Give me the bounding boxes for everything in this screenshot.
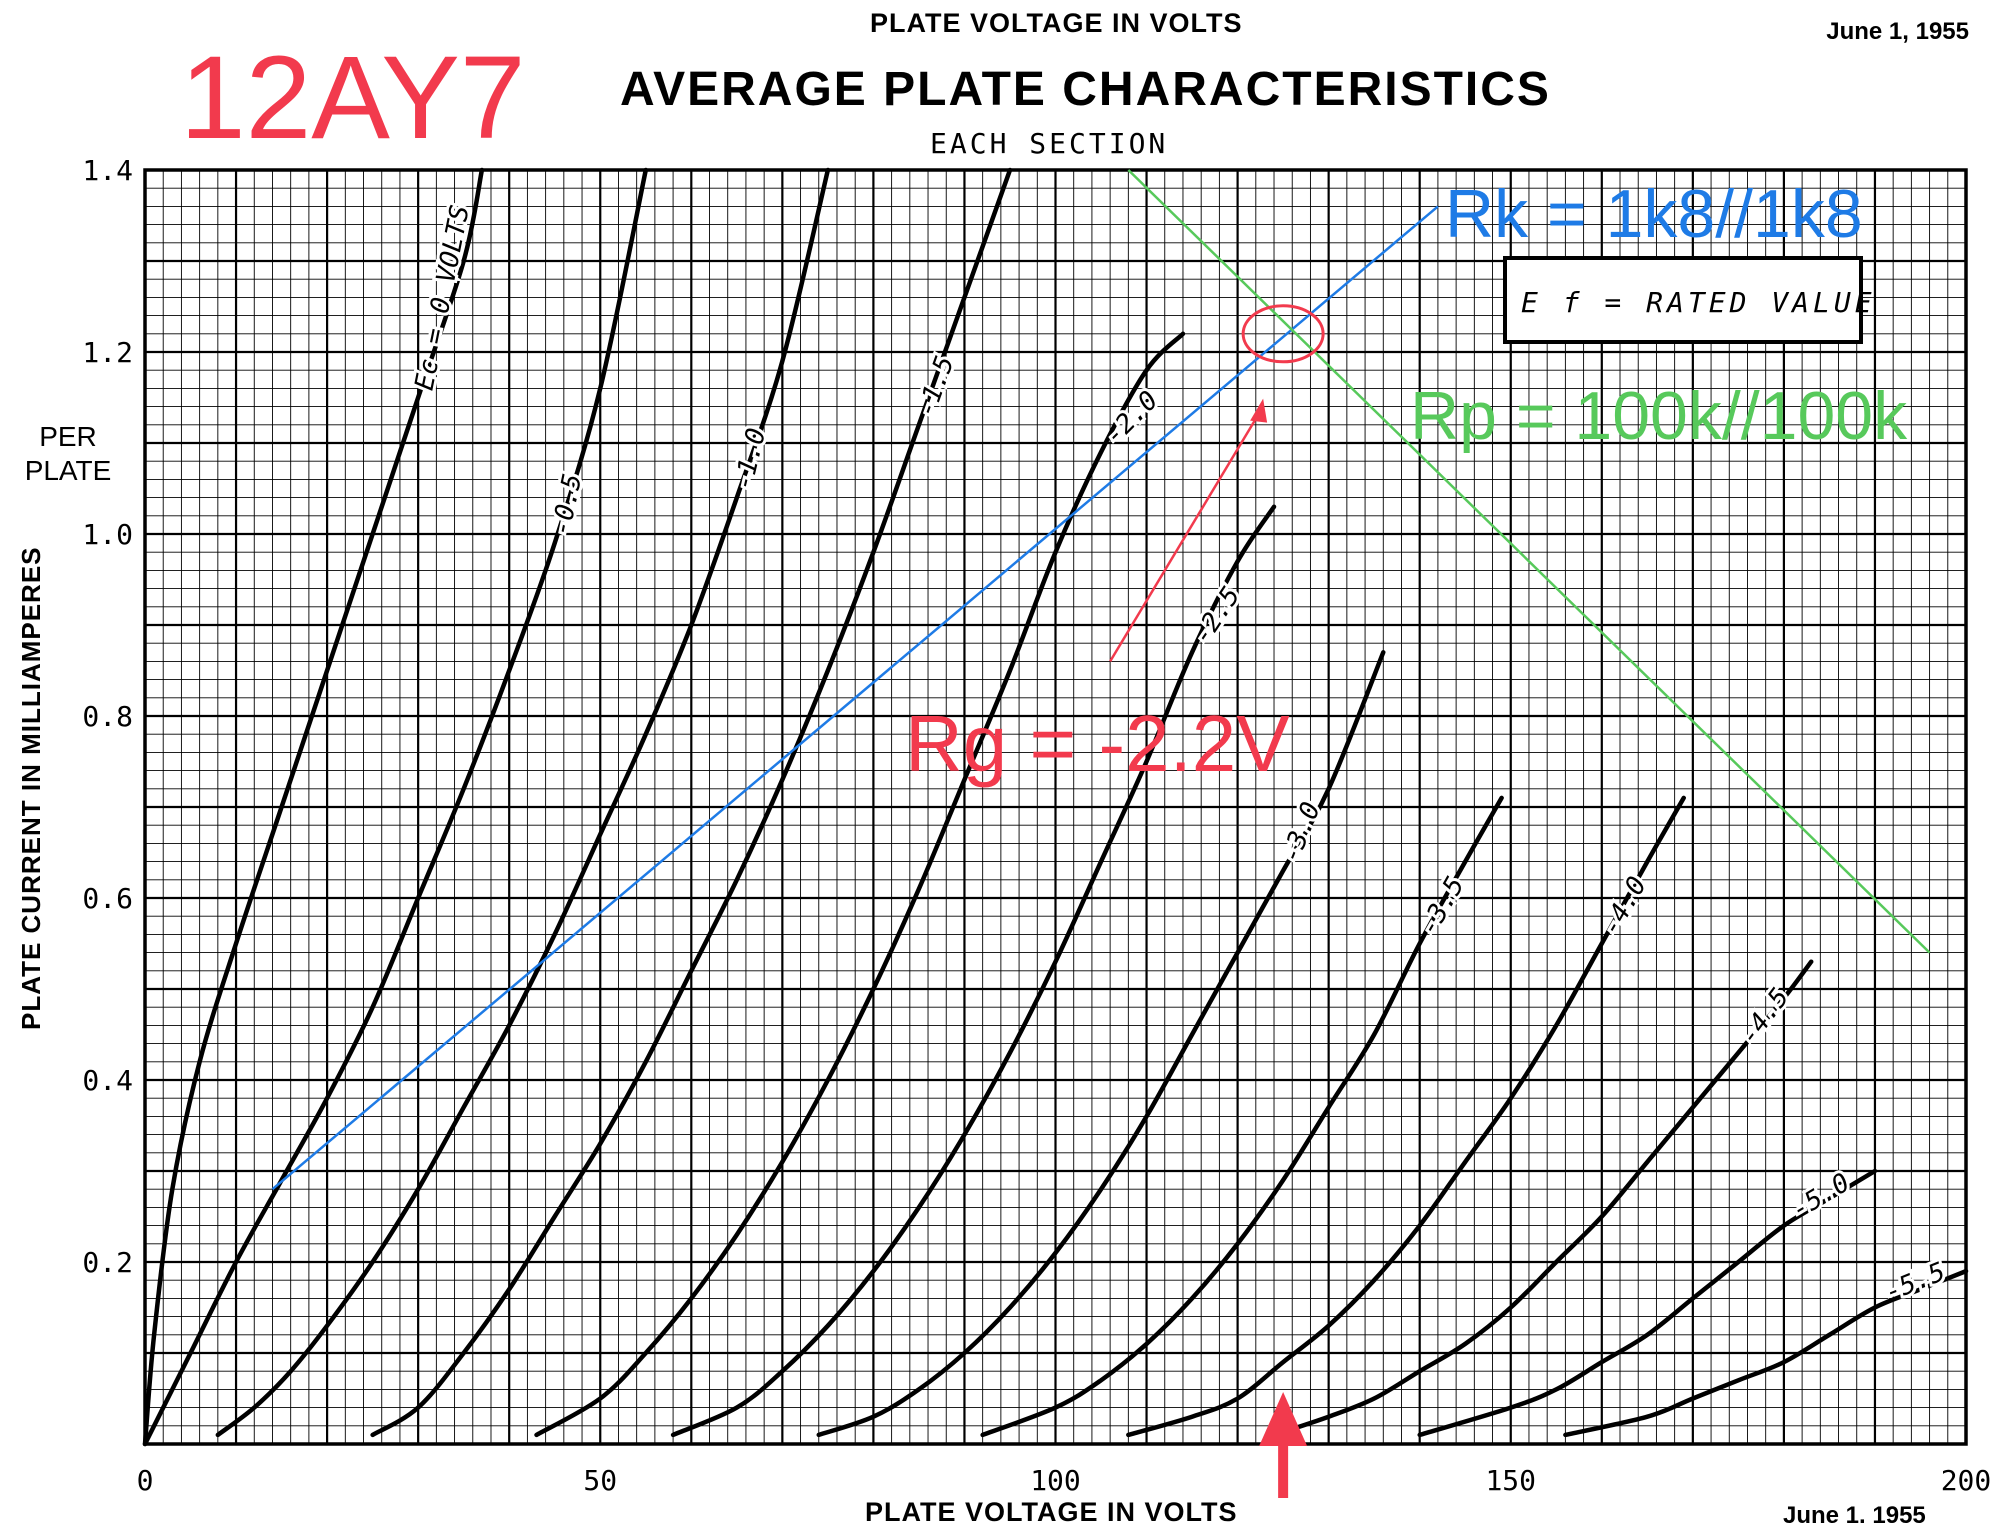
curve-label: -3.5 — [1414, 872, 1471, 941]
curve--3.5 — [980, 795, 1504, 1438]
y-tick-label: 1.2 — [82, 336, 133, 369]
per-plate-line-2: PLATE — [24, 455, 112, 486]
chart-subtitle: EACH SECTION — [930, 127, 1169, 160]
y-tick-label: 1.0 — [82, 518, 133, 551]
x-tick-label: 100 — [1030, 1464, 1081, 1497]
curve--4.0 — [1126, 795, 1686, 1438]
x-tick-label: 50 — [583, 1464, 617, 1497]
y-tick-label: 0.4 — [82, 1064, 133, 1097]
top-axis-label: PLATE VOLTAGE IN VOLTS — [870, 8, 1243, 38]
axis-ticks: 0 50 100 150 200 0.2 0.4 0.6 0.8 1.0 1.2 1.4 — [82, 154, 1991, 1497]
doc-date-top: June 1, 1955 — [1826, 18, 1969, 45]
operating-point-circle — [1241, 304, 1325, 364]
marker-arrow-head — [1259, 1392, 1308, 1446]
rp-annotation: Rp = 100k//100k — [1410, 378, 1908, 454]
tube-label: 12AY7 — [180, 32, 526, 164]
rk-load-line — [271, 205, 1439, 1191]
y-tick-label: 0.6 — [82, 882, 133, 915]
curve-label: -1.5 — [911, 352, 960, 421]
y-tick-label: 1.4 — [82, 154, 133, 187]
curve--0.5 — [142, 167, 649, 1447]
curve--5.5 — [1563, 1268, 1969, 1438]
per-plate-line-1: PER — [39, 421, 97, 452]
rp-load-line — [1127, 169, 1931, 954]
rg-pointer-line — [1109, 405, 1265, 663]
curve-label: -3.0 — [1276, 798, 1327, 867]
curve--1.5 — [370, 167, 1013, 1438]
doc-date-bottom: June 1. 1955 — [1783, 1502, 1926, 1529]
curve--5.0 — [1417, 1168, 1878, 1438]
curve--4.5 — [1271, 959, 1814, 1438]
y-tick-label: 0.8 — [82, 700, 133, 733]
x-axis-label: PLATE VOLTAGE IN VOLTS — [865, 1497, 1238, 1527]
per-plate-label: PER PLATE — [18, 420, 118, 488]
curve-label: -1.0 — [728, 425, 772, 493]
marker-arrow-shaft — [1278, 1440, 1289, 1498]
annotation-overlays — [271, 169, 1931, 1498]
x-tick-label: 0 — [137, 1464, 154, 1497]
curve-label: -4.0 — [1596, 872, 1653, 941]
x-tick-label: 150 — [1485, 1464, 1536, 1497]
curve-ec-0 — [142, 167, 485, 1447]
rk-annotation: Rk = 1k8//1k8 — [1445, 176, 1863, 252]
curve--2.5 — [670, 504, 1277, 1438]
chart-title: AVERAGE PLATE CHARACTERISTICS — [620, 63, 1551, 116]
curve--1.0 — [215, 167, 831, 1438]
filament-rating-box: E f = RATED VALUE — [1503, 256, 1872, 344]
curve-label: -5.5 — [1880, 1257, 1949, 1308]
y-tick-label: 0.2 — [82, 1246, 133, 1279]
curve--2.0 — [534, 331, 1186, 1438]
rg-pointer-head — [1250, 398, 1268, 423]
rg-annotation: Rg = -2.2V — [905, 699, 1290, 788]
plot-frame — [143, 168, 1968, 1446]
grid-major — [143, 168, 1968, 1446]
filament-rating-text: E f = RATED VALUE — [1521, 286, 1876, 319]
x-tick-label: 200 — [1941, 1464, 1992, 1497]
curve--3.0 — [816, 650, 1386, 1438]
